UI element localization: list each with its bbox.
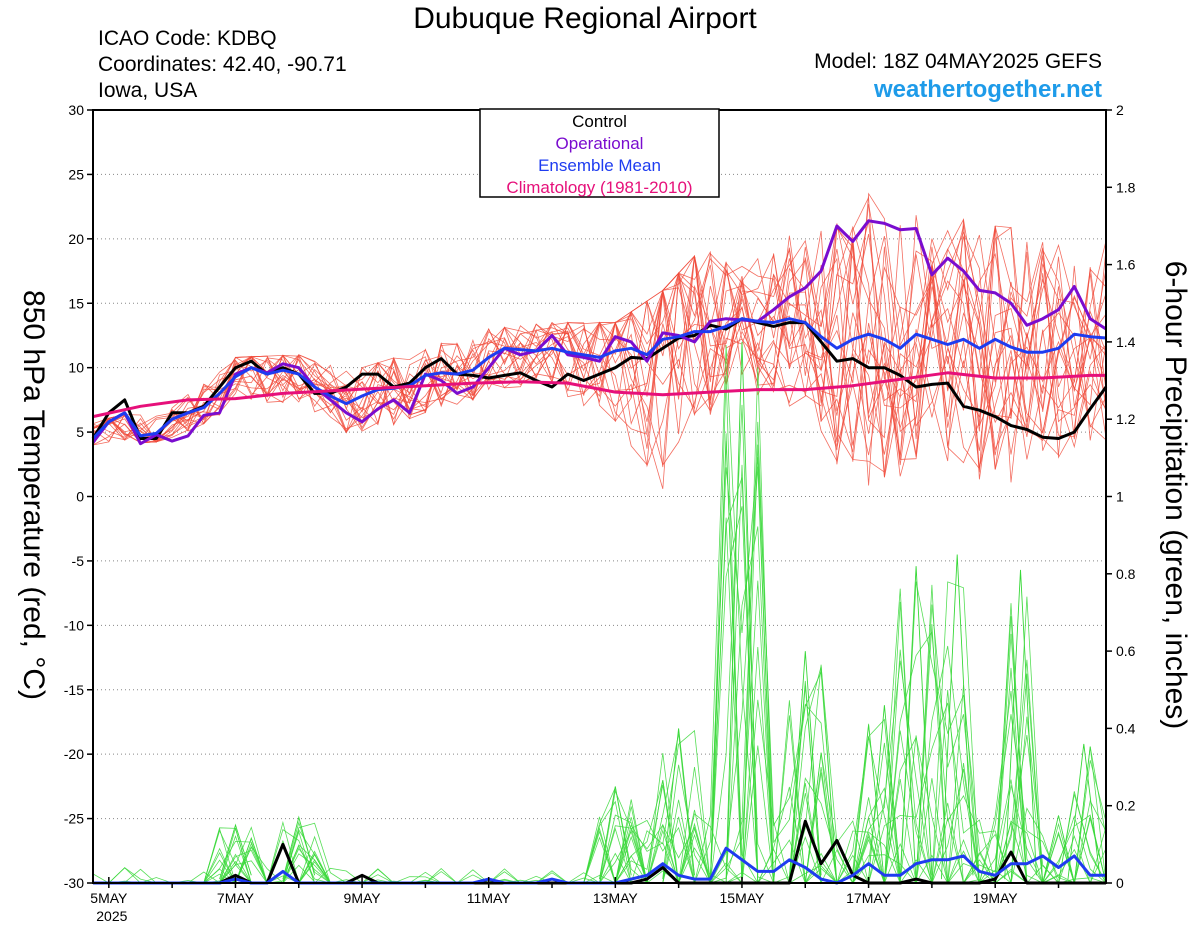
y-tick-label: -5 bbox=[72, 553, 85, 569]
temp-member-line bbox=[92, 236, 1107, 455]
temp-member-line bbox=[92, 218, 1107, 480]
precip-member-line bbox=[93, 466, 1107, 884]
y2-tick-label: 1.8 bbox=[1116, 179, 1136, 195]
temp-member-line bbox=[92, 195, 1107, 478]
temp-member-line bbox=[92, 246, 1107, 470]
precip-member-peak bbox=[788, 651, 822, 880]
region-text: Iowa, USA bbox=[98, 79, 198, 102]
legend-entry: Operational bbox=[556, 134, 644, 153]
temp-member-line bbox=[92, 225, 1107, 466]
temp-member-line bbox=[92, 231, 1107, 470]
legend-entry: Climatology (1981-2010) bbox=[506, 178, 692, 197]
x-tick-label: 19MAY bbox=[973, 890, 1019, 906]
precip-member-line bbox=[93, 603, 1106, 885]
temp-member-line bbox=[92, 204, 1107, 465]
precip-member-line bbox=[93, 464, 1107, 885]
y2-tick-label: 0.4 bbox=[1116, 720, 1136, 736]
series-lines bbox=[91, 219, 1108, 885]
icao-code-text: ICAO Code: KDBQ bbox=[98, 27, 277, 50]
y-tick-label: -30 bbox=[64, 875, 84, 891]
y2-tick-label: 1.6 bbox=[1116, 257, 1136, 273]
precip-member-line bbox=[93, 588, 1106, 885]
legend-box bbox=[479, 108, 720, 198]
y-tick-label: 30 bbox=[68, 102, 84, 118]
y-tick-label: -20 bbox=[64, 746, 84, 762]
precip-member-peak bbox=[868, 705, 901, 880]
precip-member-peak bbox=[940, 554, 974, 880]
y2-tick-label: 0 bbox=[1116, 875, 1124, 891]
y2-tick-label: 2 bbox=[1116, 102, 1124, 118]
member-bands bbox=[92, 192, 1107, 885]
x-year-label: 2025 bbox=[96, 908, 127, 924]
precip-member-peak bbox=[1004, 569, 1037, 880]
precip-member-peak bbox=[599, 786, 632, 880]
grid-lines bbox=[93, 173, 1106, 820]
temp-member-line bbox=[92, 246, 1107, 463]
precip-member-peak bbox=[662, 728, 695, 880]
precip-member-peak bbox=[1067, 743, 1101, 880]
temp-member-line bbox=[92, 215, 1107, 460]
x-tick-label: 7MAY bbox=[217, 890, 255, 906]
y2-tick-label: 1.2 bbox=[1116, 411, 1136, 427]
precip-member-line bbox=[93, 584, 1107, 884]
legend: Control Operational Ensemble Mean Climatolo… bbox=[479, 108, 720, 198]
temp-member-line bbox=[92, 225, 1107, 466]
y-tick-label: 5 bbox=[76, 424, 84, 440]
axis-ticks: 302520151050-5-10-15-20-25-3021.81.61.41… bbox=[64, 102, 1136, 924]
precip-member-line bbox=[93, 477, 1106, 885]
precip-member-line bbox=[93, 601, 1107, 884]
climatology-1981-2010--temp-line bbox=[92, 371, 1106, 419]
chart-title: Dubuque Regional Airport bbox=[413, 2, 757, 35]
y-tick-label: -15 bbox=[64, 682, 84, 698]
x-tick-label: 9MAY bbox=[344, 890, 382, 906]
precip-member-peak bbox=[899, 566, 933, 880]
y2-tick-label: 1 bbox=[1116, 489, 1124, 505]
legend-entry: Ensemble Mean bbox=[538, 156, 661, 175]
y-tick-label: -25 bbox=[64, 811, 84, 827]
x-tick-label: 5MAY bbox=[90, 890, 128, 906]
precip-member-line bbox=[92, 457, 1107, 885]
y-tick-label: 0 bbox=[76, 489, 84, 505]
x-tick-label: 15MAY bbox=[720, 890, 766, 906]
y-tick-label: 15 bbox=[68, 295, 84, 311]
x-tick-label: 17MAY bbox=[846, 890, 892, 906]
site-link[interactable]: weathertogether.net bbox=[873, 76, 1102, 103]
x-tick-label: 11MAY bbox=[467, 890, 511, 906]
precip-member-peak bbox=[725, 341, 759, 880]
ensemble-mean-temp-line bbox=[91, 317, 1107, 440]
coordinates-text: Coordinates: 42.40, -90.71 bbox=[98, 53, 347, 76]
temp-member-line bbox=[92, 192, 1107, 456]
y2-tick-label: 0.6 bbox=[1116, 643, 1136, 659]
control-temp-line bbox=[91, 317, 1108, 440]
y2-tick-label: 0.2 bbox=[1116, 798, 1136, 814]
precip-member-peak bbox=[219, 823, 252, 880]
y2-tick-label: 0.8 bbox=[1116, 566, 1136, 582]
y-tick-label: -10 bbox=[64, 617, 84, 633]
legend-entry: Control bbox=[572, 112, 627, 131]
x-tick-label: 13MAY bbox=[593, 890, 639, 906]
y-tick-label: 10 bbox=[68, 360, 84, 376]
y-tick-label: 20 bbox=[68, 231, 84, 247]
y-tick-label: 25 bbox=[68, 166, 84, 182]
y2-tick-label: 1.4 bbox=[1116, 334, 1136, 350]
model-run-text: Model: 18Z 04MAY2025 GEFS bbox=[814, 50, 1102, 73]
temp-member-line bbox=[92, 236, 1107, 468]
